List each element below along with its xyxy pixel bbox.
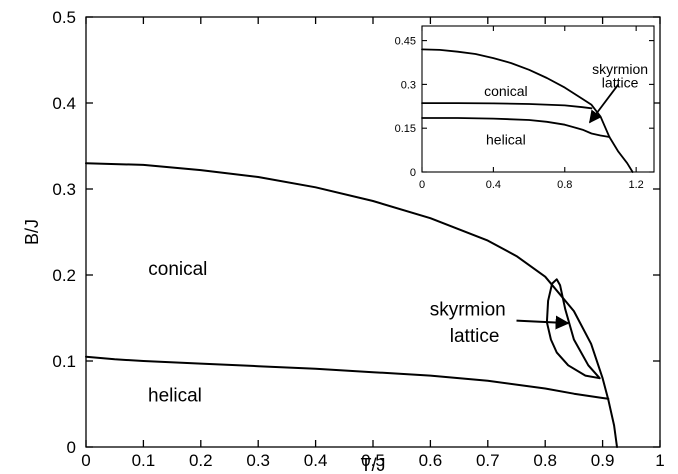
x-tick-label: 1 <box>655 451 664 470</box>
x-tick-label: 0.4 <box>304 451 328 470</box>
x-axis-title: T/J <box>361 455 386 474</box>
inset-annotation-helical: helical <box>486 131 526 147</box>
y-tick-label: 0.4 <box>52 94 76 113</box>
y-tick-label: 0 <box>67 438 76 457</box>
inset-y-tick-label: 0.3 <box>401 79 416 91</box>
inset-annotation-lattice: lattice <box>602 74 639 90</box>
inset-phase-boundary-3 <box>421 117 611 138</box>
phase-boundary-1 <box>85 162 618 448</box>
inset-x-tick-label: 0.8 <box>557 179 572 191</box>
y-tick-label: 0.2 <box>52 266 76 285</box>
y-tick-label: 0.3 <box>52 180 76 199</box>
annotation-helical: helical <box>148 385 202 406</box>
y-axis-title: B/J <box>22 219 42 245</box>
y-tick-label: 0.5 <box>52 8 76 27</box>
inset-frame <box>421 25 655 173</box>
main-plot: 0 0.1 0.2 0.3 0.4 0.5 0.6 0.7 0.8 0.9 100.10.20.30… <box>22 8 665 474</box>
inset-x-tick-label: 0.4 <box>486 179 501 191</box>
annotation-skyrmion: skyrmion <box>430 299 506 320</box>
x-tick-label: 0 <box>81 451 90 470</box>
x-tick-label: 0.2 <box>189 451 213 470</box>
x-tick-label: 0.8 <box>533 451 557 470</box>
inset-arrow <box>588 83 620 124</box>
inset-annotation-skyrmion: skyrmion <box>592 61 648 77</box>
x-tick-label: 0.9 <box>591 451 615 470</box>
x-tick-label: 0.3 <box>246 451 270 470</box>
phase-boundary-3 <box>545 278 601 380</box>
x-tick-label: 0.1 <box>132 451 156 470</box>
inset-phase-boundary-1 <box>421 48 634 173</box>
arrow <box>516 315 570 330</box>
annotation-lattice: lattice <box>450 326 500 347</box>
inset-y-tick-label: 0.45 <box>395 36 416 48</box>
inset-y-tick-label: 0 <box>410 167 416 179</box>
inset-annotation-conical: conical <box>484 83 528 99</box>
phase-boundary-2 <box>85 355 610 400</box>
inset-phase-boundary-2 <box>421 102 593 110</box>
annotation-conical: conical <box>148 259 207 280</box>
inset-x-tick-label: 0 <box>419 179 425 191</box>
inset-y-tick-label: 0.15 <box>395 123 416 135</box>
y-tick-label: 0.1 <box>52 352 76 371</box>
x-tick-label: 0.7 <box>476 451 500 470</box>
x-tick-label: 0.6 <box>419 451 443 470</box>
inset-x-tick-label: 1.2 <box>629 179 644 191</box>
x-tick-label: 0.5 <box>361 451 385 470</box>
inset-background <box>422 26 654 172</box>
